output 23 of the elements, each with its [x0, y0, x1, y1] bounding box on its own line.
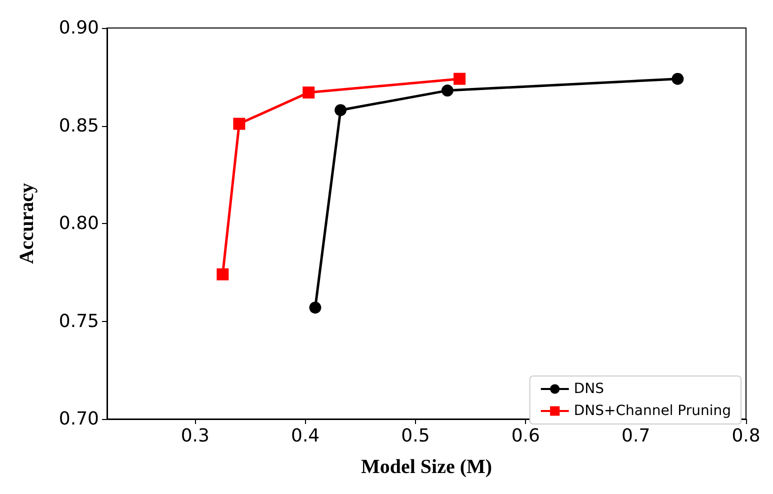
legend-label: DNS+Channel Pruning [574, 403, 732, 419]
x-tick-label: 0.7 [622, 426, 650, 446]
y-tick-label: 0.85 [58, 115, 99, 136]
y-tick-label: 0.70 [58, 408, 99, 430]
y-tick-label: 0.80 [58, 213, 99, 234]
x-tick-label: 0.4 [290, 426, 320, 446]
y-tick-label: 0.90 [58, 18, 99, 38]
x-tick-label: 0.8 [732, 426, 760, 446]
point [672, 72, 684, 85]
y-tick-label: 0.75 [58, 310, 99, 332]
x-tick-label: 0.5 [401, 426, 430, 446]
x-axis-title: Model Size (M) [360, 456, 492, 478]
point [233, 118, 246, 130]
point [454, 72, 466, 85]
point [309, 302, 322, 314]
point [302, 86, 315, 99]
x-tick-label: 0.3 [180, 426, 210, 446]
point [441, 84, 454, 97]
point [216, 268, 229, 280]
x-tick-label: 0.6 [511, 426, 540, 446]
point [334, 104, 347, 116]
legend-label: DNS [574, 381, 604, 397]
y-axis-title: Accuracy [16, 182, 38, 264]
